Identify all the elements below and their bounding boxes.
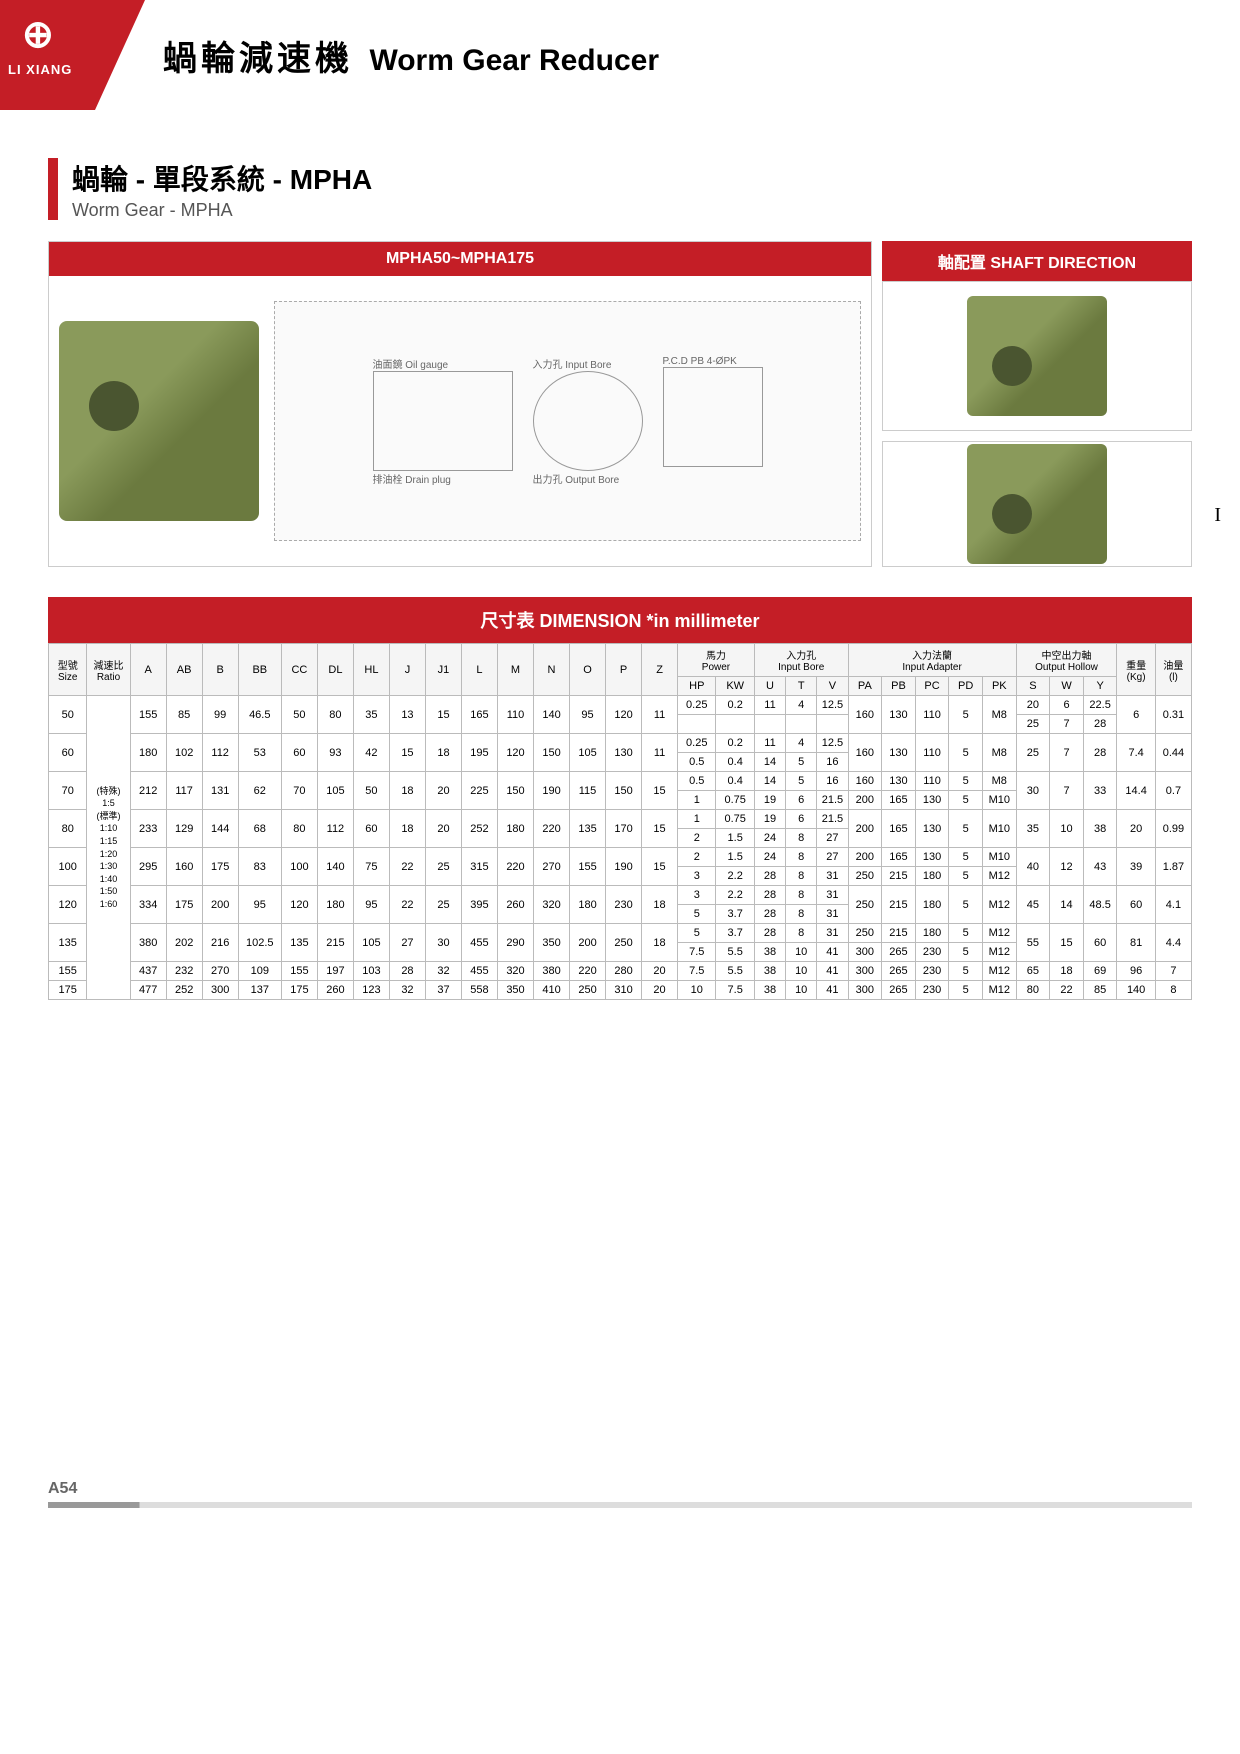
shaft-view-2 (967, 444, 1107, 564)
shaft-view-1 (967, 296, 1107, 416)
technical-drawing: 油面鏡 Oil gauge 排油栓 Drain plug 入力孔 Input B… (274, 301, 861, 541)
page-footer: A54 (0, 1480, 1240, 1538)
page-header: ⊕ LI XIANG 蝸輪減速機 Worm Gear Reducer (0, 0, 1240, 110)
page-title: 蝸輪減速機 Worm Gear Reducer (163, 31, 659, 80)
page-number: A54 (48, 1480, 1192, 1498)
brand-name: LI XIANG (8, 62, 72, 77)
dimension-table: 型號Size減速比RatioAABBBBCCDLHLJJ1LMNOPZ馬力Pow… (48, 643, 1192, 1000)
diagram-main-header: MPHA50~MPHA175 (49, 242, 871, 276)
shaft-direction-header: 軸配置 SHAFT DIRECTION (882, 241, 1192, 281)
dimension-table-title: 尺寸表 DIMENSION *in millimeter (48, 597, 1192, 643)
logo-icon: ⊕ (22, 12, 54, 57)
brand-logo: ⊕ LI XIANG (0, 0, 145, 110)
section-title: 蝸輪 - 單段系統 - MPHA Worm Gear - MPHA (48, 158, 1192, 221)
diagram-panel: MPHA50~MPHA175 油面鏡 Oil gauge 排油栓 Drain p… (48, 241, 1192, 567)
i-marker: I (1214, 504, 1221, 527)
gear-3d-render (59, 321, 259, 521)
